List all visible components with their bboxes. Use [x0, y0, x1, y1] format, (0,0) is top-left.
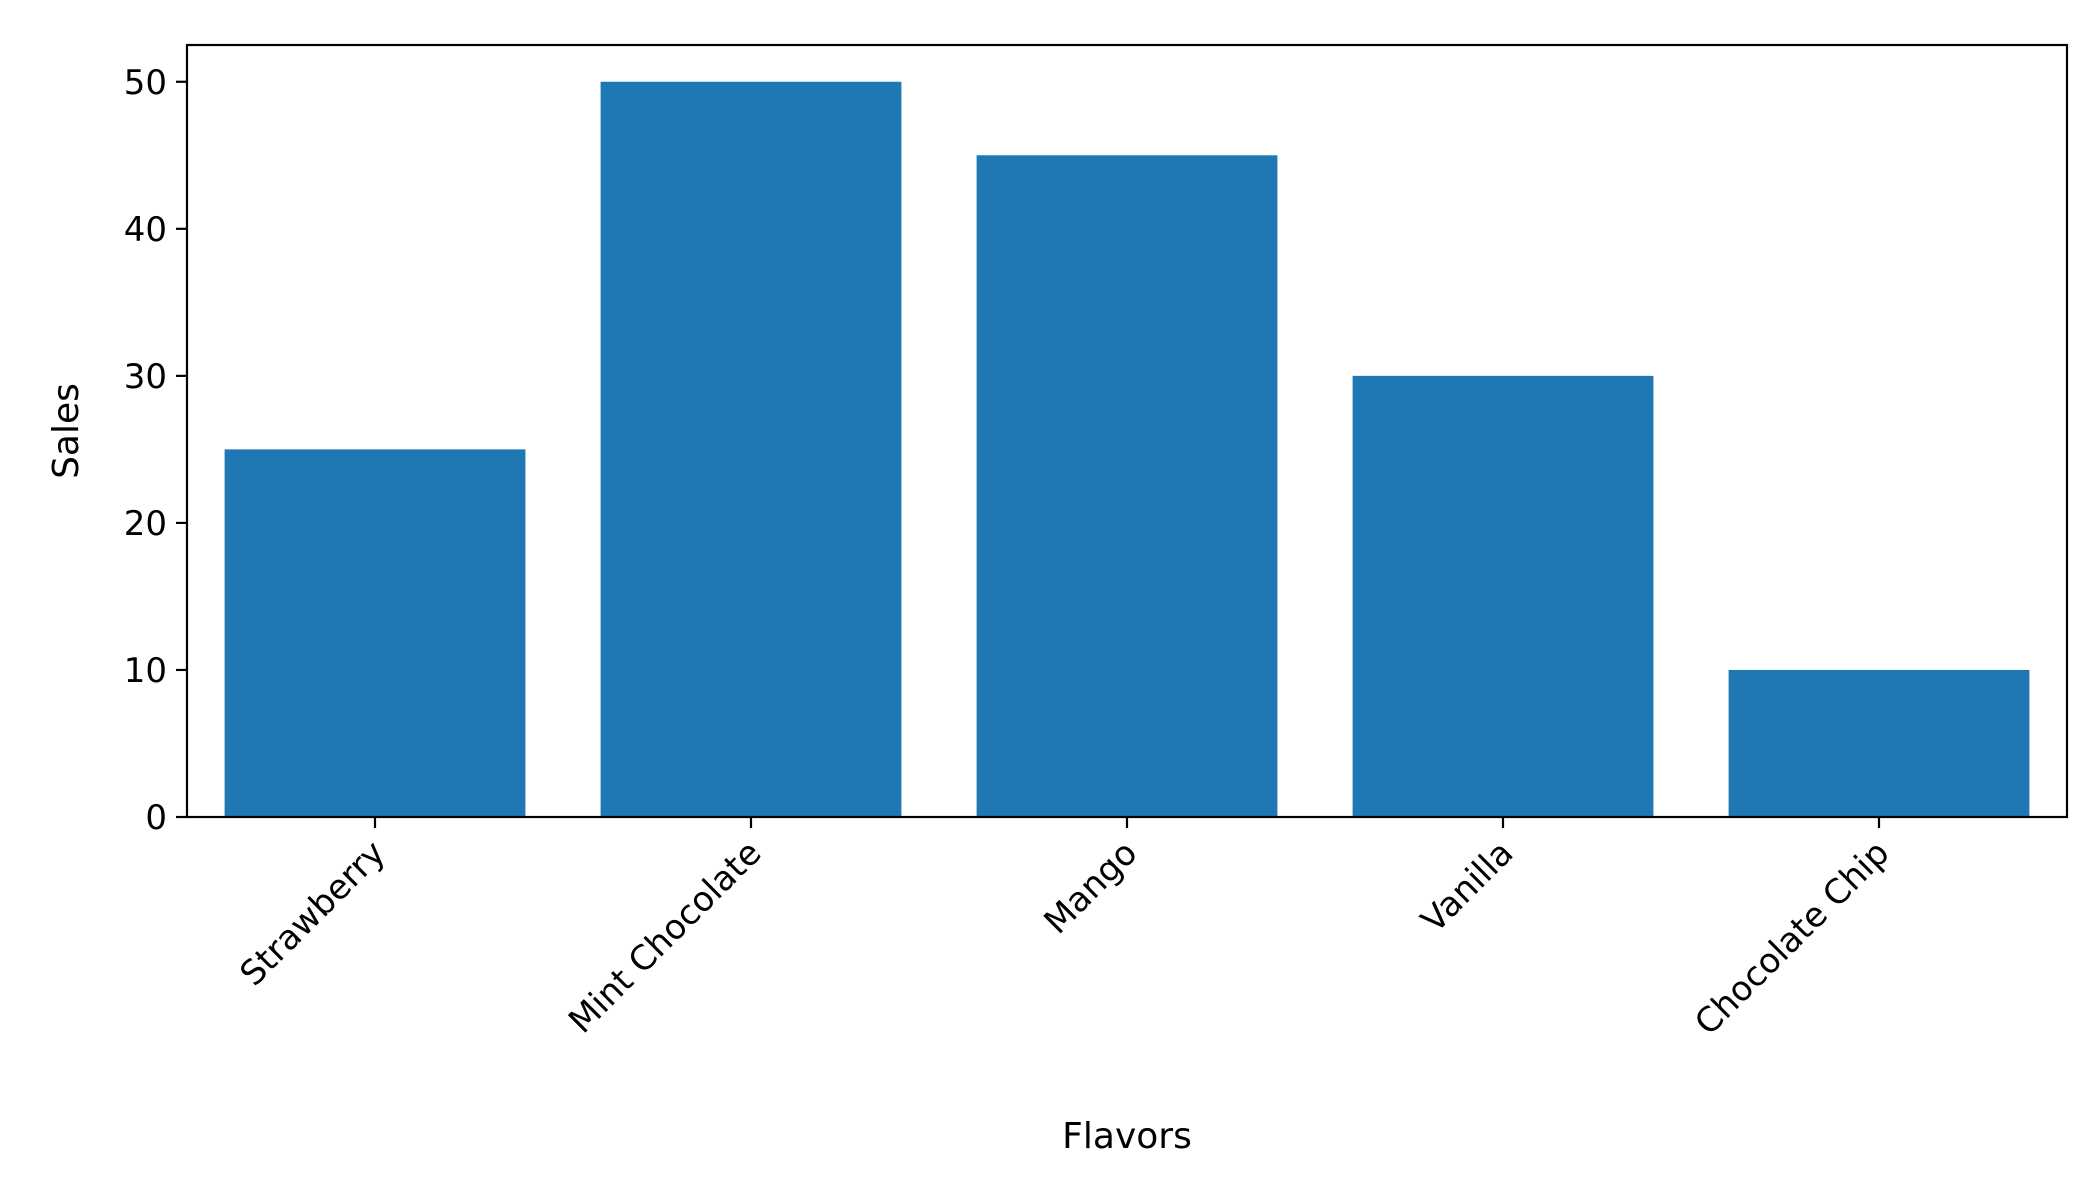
- y-tick-label: 40: [124, 210, 167, 250]
- y-tick-label: 50: [124, 63, 167, 103]
- bar-vanilla: [1352, 375, 1654, 817]
- x-tick-label: Mint Chocolate: [561, 833, 769, 1041]
- bar-chocolate-chip: [1728, 669, 2030, 817]
- x-tick-label: Strawberry: [232, 833, 393, 994]
- x-axis-title: Flavors: [1062, 1116, 1192, 1157]
- bar-mint-chocolate: [600, 81, 902, 817]
- y-tick-label: 0: [145, 798, 167, 838]
- bar-mango: [976, 155, 1278, 818]
- x-tick-label: Vanilla: [1414, 833, 1522, 941]
- y-tick-label: 20: [124, 504, 167, 544]
- bar-strawberry: [224, 449, 526, 817]
- x-tick-label: Chocolate Chip: [1687, 833, 1897, 1043]
- y-tick-label: 10: [124, 651, 167, 691]
- x-tick-label: Mango: [1036, 833, 1145, 942]
- y-tick-label: 30: [124, 357, 167, 397]
- bars-layer: [224, 81, 2030, 818]
- y-axis-title: Sales: [46, 383, 87, 479]
